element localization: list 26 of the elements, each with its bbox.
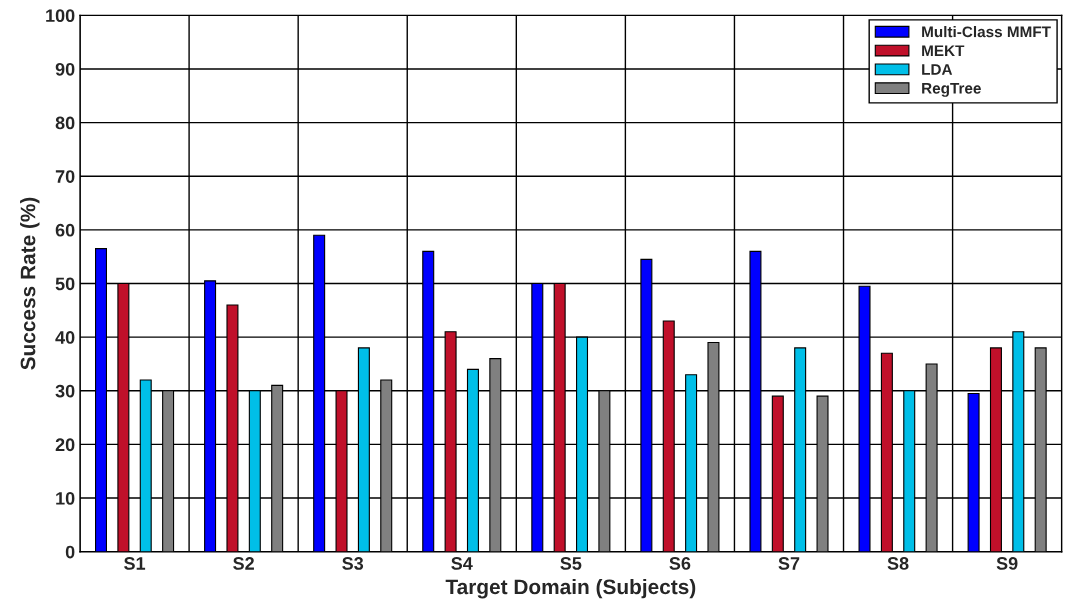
y-tick-label: 60 (55, 223, 75, 237)
x-tick-label: S4 (451, 557, 473, 570)
x-tick-label: S7 (778, 557, 800, 570)
y-axis-title: Success Rate (%) (20, 197, 40, 370)
y-tick-label: 30 (55, 384, 75, 398)
x-tick-label: S6 (669, 557, 691, 570)
y-tick-label: 20 (55, 438, 75, 452)
legend-label: Multi-Class MMFT (922, 26, 1051, 38)
legend-label: RegTree (922, 83, 981, 97)
x-tick-label: S2 (233, 557, 254, 570)
y-tick-label: 0 (65, 545, 75, 559)
x-tick-label: S3 (342, 557, 364, 570)
y-tick-label: 100 (46, 9, 75, 23)
y-tick-label: 90 (55, 62, 75, 76)
y-tick-label: 40 (55, 331, 75, 344)
legend-label: MEKT (922, 45, 965, 56)
x-tick-label: S8 (887, 557, 909, 570)
legend-label: LDA (922, 64, 953, 75)
x-tick-label: S5 (560, 557, 582, 570)
y-tick-label: 10 (56, 492, 75, 505)
x-tick-label: S1 (124, 557, 146, 570)
x-axis-title: Target Domain (Subjects) (445, 578, 696, 599)
x-tick-label: S9 (996, 557, 1018, 570)
y-tick-label: 50 (55, 277, 75, 291)
y-tick-label: 70 (55, 170, 75, 183)
y-tick-label: 80 (55, 116, 75, 130)
